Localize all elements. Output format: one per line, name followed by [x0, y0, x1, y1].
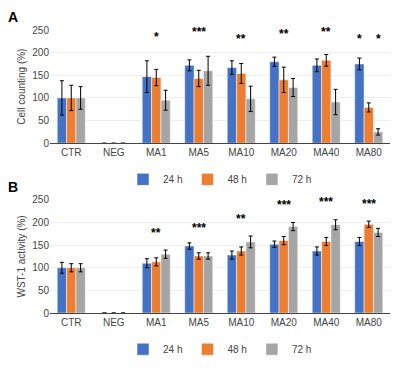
svg-text:**: ** — [236, 32, 246, 46]
svg-text:100: 100 — [32, 92, 49, 103]
svg-text:MA10: MA10 — [228, 147, 255, 158]
svg-text:***: *** — [277, 198, 291, 212]
svg-text:**: ** — [279, 27, 289, 41]
svg-text:***: *** — [319, 195, 333, 209]
svg-text:MA40: MA40 — [313, 147, 340, 158]
svg-text:150: 150 — [32, 240, 49, 251]
svg-text:MA10: MA10 — [228, 317, 255, 328]
svg-text:A: A — [8, 9, 18, 25]
svg-text:48 h: 48 h — [227, 174, 246, 185]
svg-text:MA20: MA20 — [271, 317, 298, 328]
svg-text:*: * — [376, 32, 381, 46]
svg-text:0: 0 — [43, 138, 49, 149]
svg-text:72 h: 72 h — [292, 174, 311, 185]
svg-text:24 h: 24 h — [163, 174, 182, 185]
svg-text:**: ** — [321, 25, 331, 39]
svg-text:MA80: MA80 — [356, 147, 383, 158]
svg-text:250: 250 — [32, 25, 49, 36]
svg-text:50: 50 — [38, 285, 50, 296]
svg-text:24 h: 24 h — [163, 344, 182, 355]
svg-text:0: 0 — [43, 308, 49, 319]
svg-text:B: B — [8, 179, 18, 195]
svg-text:**: ** — [236, 212, 246, 226]
svg-text:Cell counting (%): Cell counting (%) — [16, 49, 27, 125]
svg-text:72 h: 72 h — [292, 344, 311, 355]
svg-text:200: 200 — [32, 47, 49, 58]
svg-text:MA40: MA40 — [313, 317, 340, 328]
svg-text:48 h: 48 h — [227, 344, 246, 355]
svg-text:MA80: MA80 — [356, 317, 383, 328]
svg-text:MA20: MA20 — [271, 147, 298, 158]
svg-text:***: *** — [362, 197, 376, 211]
svg-text:150: 150 — [32, 70, 49, 81]
svg-text:***: *** — [192, 25, 206, 39]
svg-text:MA5: MA5 — [188, 147, 209, 158]
svg-text:MA1: MA1 — [146, 317, 167, 328]
svg-text:*: * — [154, 30, 159, 44]
svg-text:CTR: CTR — [61, 317, 82, 328]
svg-text:***: *** — [192, 221, 206, 235]
svg-text:MA5: MA5 — [188, 317, 209, 328]
svg-text:CTR: CTR — [61, 147, 82, 158]
svg-text:50: 50 — [38, 115, 50, 126]
svg-text:WST-1 activity (%): WST-1 activity (%) — [16, 215, 27, 297]
svg-text:NEG: NEG — [103, 147, 125, 158]
svg-text:MA1: MA1 — [146, 147, 167, 158]
svg-text:**: ** — [151, 226, 161, 240]
svg-text:200: 200 — [32, 217, 49, 228]
svg-text:250: 250 — [32, 194, 49, 205]
svg-text:*: * — [357, 32, 362, 46]
svg-text:100: 100 — [32, 262, 49, 273]
svg-text:NEG: NEG — [103, 317, 125, 328]
